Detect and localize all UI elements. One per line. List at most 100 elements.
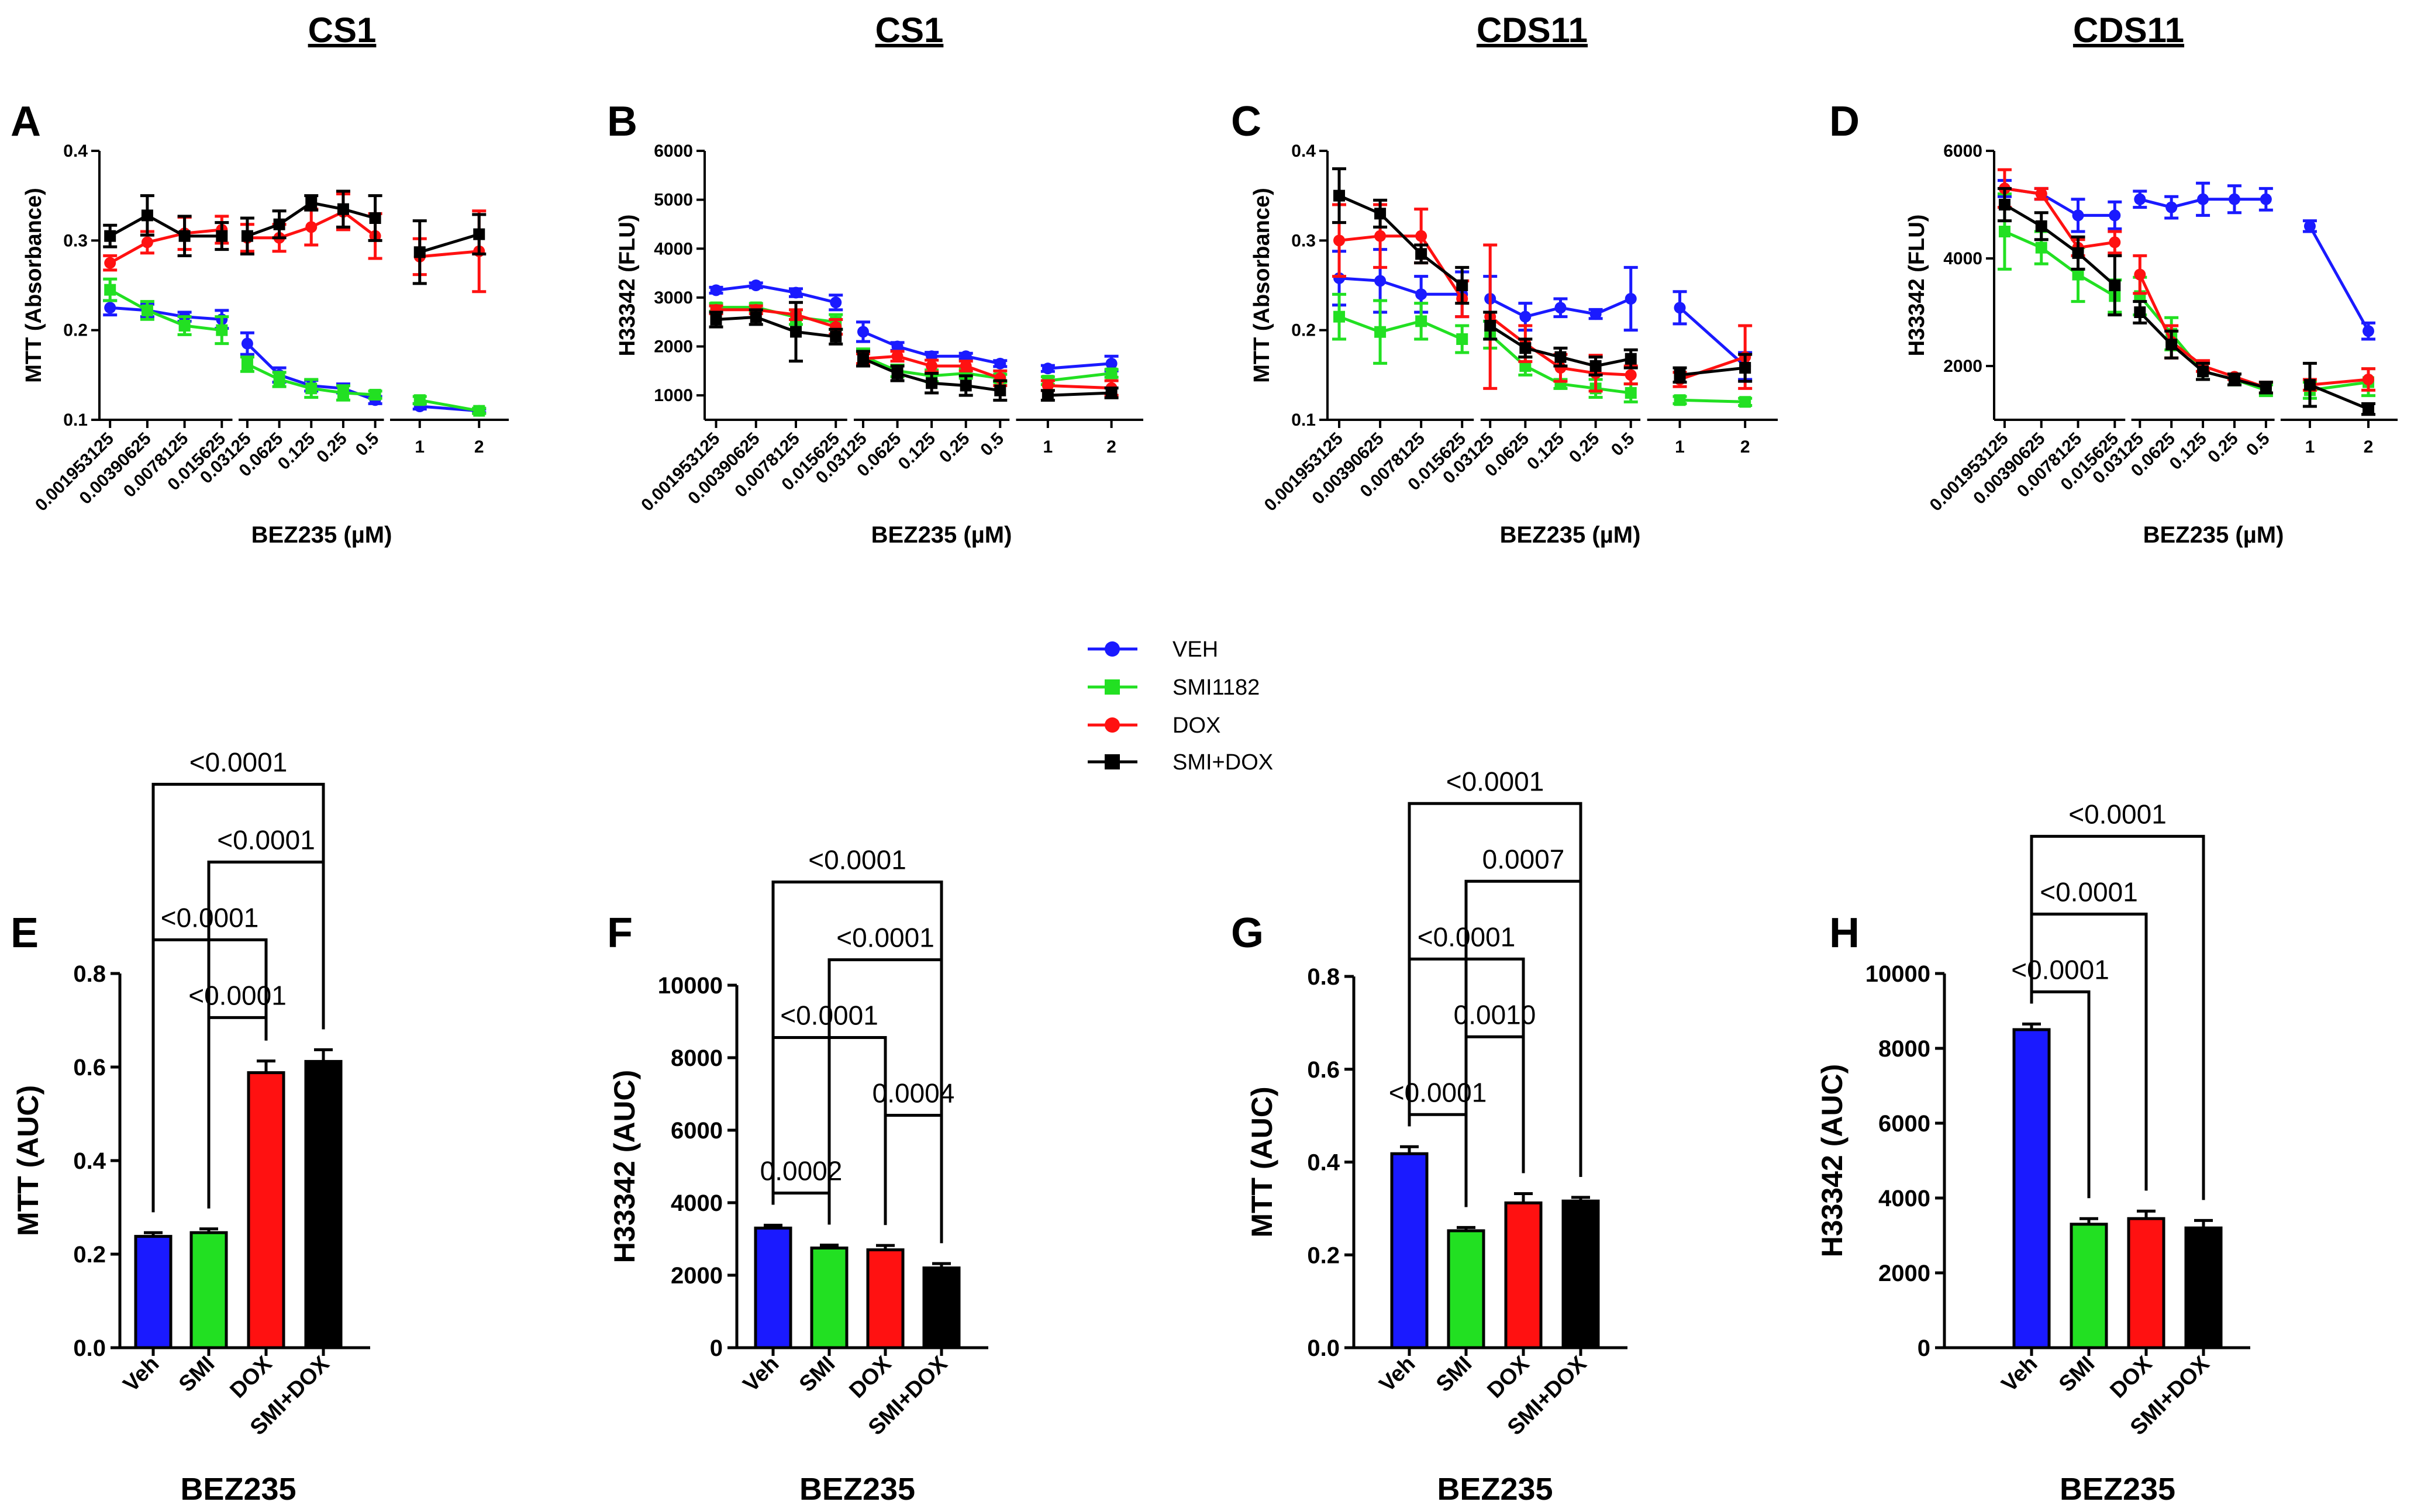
bar bbox=[2012, 1028, 2051, 1349]
y-tick-label: 6000 bbox=[654, 141, 693, 161]
data-point bbox=[141, 236, 153, 248]
y-tick-label: 0.8 bbox=[73, 961, 106, 987]
x-tick-label: 2 bbox=[2364, 437, 2374, 457]
data-point bbox=[1998, 226, 2010, 237]
data-point bbox=[241, 230, 253, 242]
y-axis-title: MTT (Absorbance) bbox=[22, 188, 46, 383]
y-tick-label: 0.0 bbox=[73, 1335, 106, 1361]
data-point bbox=[273, 218, 285, 230]
bar bbox=[2127, 1217, 2165, 1349]
data-point bbox=[830, 296, 842, 309]
y-tick-label: 4000 bbox=[1943, 249, 1982, 268]
data-point bbox=[178, 230, 191, 242]
data-point bbox=[2072, 209, 2084, 222]
bar bbox=[2070, 1223, 2108, 1349]
x-tick-label: DOX bbox=[844, 1351, 896, 1403]
y-tick-label: 0.2 bbox=[1291, 321, 1316, 340]
y-tick-label: 0 bbox=[710, 1335, 723, 1361]
data-point bbox=[2109, 279, 2121, 291]
legend-entry-veh: VEH bbox=[1088, 637, 1218, 662]
p-value-label: <0.0001 bbox=[2068, 799, 2167, 829]
x-tick-label: SMI bbox=[174, 1352, 219, 1397]
data-point bbox=[413, 246, 426, 258]
data-point bbox=[104, 302, 116, 314]
x-tick-label: Veh bbox=[1997, 1352, 2043, 1397]
bar bbox=[810, 1247, 849, 1349]
legend-marker bbox=[1105, 679, 1120, 695]
data-point bbox=[2362, 374, 2374, 385]
series-line bbox=[716, 284, 836, 304]
x-tick-label: DOX bbox=[225, 1351, 277, 1403]
y-tick-label: 2000 bbox=[654, 337, 693, 357]
column-title: CDS11 bbox=[1477, 11, 1588, 50]
series-smi1182 bbox=[709, 301, 1119, 387]
data-point bbox=[960, 360, 972, 372]
series-smi-dox bbox=[103, 189, 487, 285]
data-point bbox=[1589, 308, 1602, 320]
series-line bbox=[1047, 391, 1112, 397]
series-smi1182 bbox=[1997, 192, 2375, 400]
p-value-label: <0.0001 bbox=[1418, 921, 1516, 952]
series-veh bbox=[1997, 179, 2375, 341]
y-tick-label: 0.3 bbox=[1291, 231, 1316, 250]
y-tick-label: 0.4 bbox=[1307, 1150, 1340, 1176]
y-tick-label: 8000 bbox=[1878, 1036, 1930, 1062]
y-axis-title: MTT (AUC) bbox=[12, 1085, 44, 1236]
series-line bbox=[716, 308, 837, 329]
x-tick-label: 0.25 bbox=[1565, 429, 1603, 467]
series-line bbox=[1680, 366, 1746, 377]
series-line bbox=[2004, 187, 2115, 217]
x-tick-label: 0.25 bbox=[2204, 429, 2242, 467]
data-point bbox=[2165, 201, 2178, 213]
data-point bbox=[750, 311, 762, 323]
data-point bbox=[1519, 360, 1532, 372]
data-point bbox=[473, 405, 485, 417]
y-tick-label: 0.4 bbox=[73, 1148, 106, 1174]
data-point bbox=[2197, 365, 2209, 378]
data-point bbox=[1415, 248, 1427, 260]
x-tick-label: SMI bbox=[795, 1352, 840, 1397]
data-point bbox=[2035, 241, 2047, 254]
data-point bbox=[1554, 351, 1567, 363]
significance-bracket bbox=[151, 938, 268, 1213]
legend-marker bbox=[1105, 717, 1120, 733]
x-tick-label: 1 bbox=[1675, 437, 1685, 457]
data-point bbox=[2197, 193, 2209, 205]
data-point bbox=[2362, 403, 2374, 415]
data-point bbox=[369, 389, 381, 401]
p-value-label: <0.0001 bbox=[836, 922, 934, 952]
series-smi1182 bbox=[103, 277, 487, 417]
y-tick-label: 0 bbox=[1918, 1335, 1930, 1361]
y-tick-label: 2000 bbox=[1878, 1261, 1930, 1286]
x-tick-label: 0.5 bbox=[977, 429, 1008, 460]
y-tick-label: 0.1 bbox=[1291, 410, 1316, 430]
series-line bbox=[419, 233, 480, 254]
x-tick-label: 1 bbox=[1043, 437, 1053, 457]
data-point bbox=[141, 209, 153, 222]
data-point bbox=[273, 374, 285, 385]
y-axis-title: MTT (Absorbance) bbox=[1250, 188, 1274, 383]
y-tick-label: 0.6 bbox=[1307, 1057, 1340, 1083]
legend-label: SMI1182 bbox=[1172, 675, 1260, 700]
series-smi-dox bbox=[1332, 167, 1753, 384]
series-line bbox=[1339, 277, 1463, 296]
y-axis-title: H33342 (FLU) bbox=[1905, 215, 1929, 357]
bar bbox=[1561, 1199, 1600, 1349]
data-point bbox=[241, 337, 253, 350]
column-titles: CS1 CS1 CDS11 CDS11 bbox=[308, 11, 2184, 50]
bar bbox=[247, 1071, 285, 1349]
series-line bbox=[1680, 398, 1746, 403]
x-tick-label: 0.25 bbox=[313, 429, 351, 467]
panel-letter: D bbox=[1829, 98, 1860, 145]
data-point bbox=[2260, 381, 2272, 393]
data-point bbox=[2134, 268, 2146, 281]
series-veh bbox=[103, 299, 487, 417]
p-value-label: <0.0001 bbox=[2011, 954, 2109, 985]
y-axis-title: H33342 (FLU) bbox=[615, 215, 640, 357]
bar bbox=[304, 1059, 343, 1349]
data-point bbox=[2303, 220, 2316, 232]
legend-label: VEH bbox=[1172, 637, 1218, 662]
